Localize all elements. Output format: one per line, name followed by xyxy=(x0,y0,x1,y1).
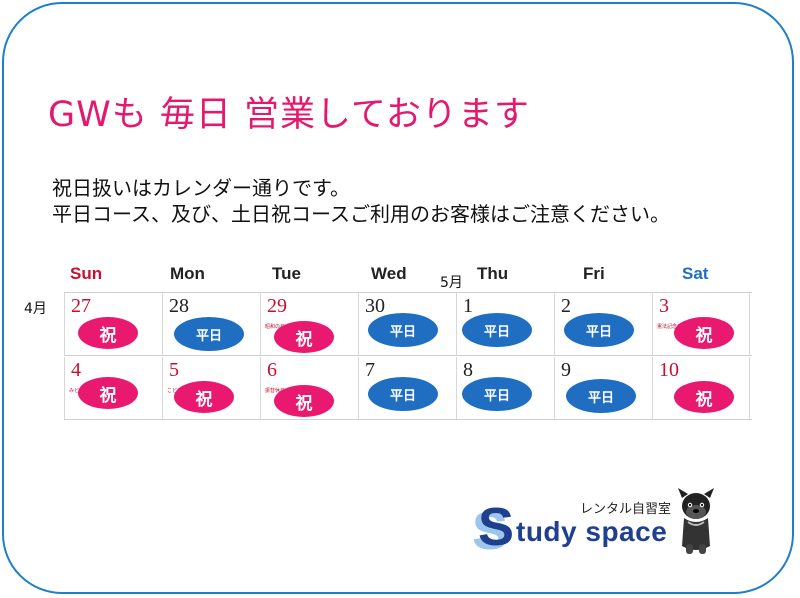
weekday-thu: Thu xyxy=(477,264,509,283)
calendar-day-cell: 29 昭和の日 xyxy=(260,293,358,355)
headline: GWも 毎日 営業しております xyxy=(48,95,530,135)
holiday-name: 昭和の日 xyxy=(265,324,286,330)
logo-wordmark: tudy space xyxy=(516,516,668,547)
calendar-day-cell: 28 xyxy=(162,293,260,355)
day-number: 28 xyxy=(169,295,189,317)
holiday-badge: 祝 xyxy=(674,317,734,349)
calendar-week-row: 4みどりの日祝5こどもの日祝6振替休日祝7平日8平日9平日10祝 xyxy=(64,357,752,420)
day-number: 8 xyxy=(463,359,473,381)
logo-tagline: レンタル自習室 xyxy=(580,502,672,517)
calendar-day-cell: 7 xyxy=(358,357,456,419)
holiday-badge: 祝 xyxy=(78,317,138,349)
weekday-sun: Sun xyxy=(70,264,103,283)
weekday-wed: Wed xyxy=(371,264,407,283)
day-number: 7 xyxy=(365,359,375,381)
holiday-badge: 祝 xyxy=(174,381,234,413)
calendar-week-row: 27 祝 28 平日 29 昭和の日祝 30 平日 1 平日 2 平日 3 憲法記念日祝 xyxy=(64,293,752,356)
holiday-badge: 祝 xyxy=(274,321,334,353)
weekday-badge: 平日 xyxy=(368,313,438,347)
month-label-april: 4月 xyxy=(24,301,47,317)
weekday-badge: 平日 xyxy=(564,313,634,347)
day-number: 10 xyxy=(659,359,679,381)
logo-letter-shadow: S xyxy=(472,501,509,561)
holiday-name: 振替休日 xyxy=(265,388,286,394)
day-number: 6 xyxy=(267,359,277,381)
weekday-badge: 平日 xyxy=(566,379,636,413)
calendar-day-cell: 6 振替休日 xyxy=(260,357,358,419)
calendar-day-cell: 27 xyxy=(64,293,162,355)
dog-mascot-icon xyxy=(678,488,714,554)
weekday-badge: 平日 xyxy=(462,313,532,347)
calendar-day-cell: 10 xyxy=(652,357,750,419)
day-number: 4 xyxy=(71,359,81,381)
day-number: 30 xyxy=(365,295,385,317)
calendar-day-cell: 30 xyxy=(358,293,456,355)
logo-letter: S xyxy=(478,497,515,557)
holiday-badge: 祝 xyxy=(78,377,138,409)
day-number: 2 xyxy=(561,295,571,317)
calendar-day-cell: 3 憲法記念日 xyxy=(652,293,750,355)
calendar-day-cell: 8 xyxy=(456,357,554,419)
day-number: 9 xyxy=(561,359,571,381)
day-number: 29 xyxy=(267,295,287,317)
holiday-badge: 祝 xyxy=(274,385,334,417)
weekday-tue: Tue xyxy=(272,264,301,283)
month-label-may: 5月 xyxy=(440,275,463,291)
weekday-badge: 平日 xyxy=(368,377,438,411)
weekday-fri: Fri xyxy=(583,264,605,283)
weekday-sat: Sat xyxy=(682,264,709,283)
weekday-badge: 平日 xyxy=(462,377,532,411)
day-number: 27 xyxy=(71,295,91,317)
day-number: 5 xyxy=(169,359,179,381)
day-number: 1 xyxy=(463,295,473,317)
calendar-day-cell: 2 xyxy=(554,293,652,355)
study-space-logo: S S レンタル自習室 tudy space xyxy=(472,490,726,560)
day-number: 3 xyxy=(659,295,669,317)
calendar-day-cell: 9 xyxy=(554,357,652,419)
weekday-badge: 平日 xyxy=(174,317,244,351)
calendar-day-cell: 1 xyxy=(456,293,554,355)
weekday-mon: Mon xyxy=(170,264,205,283)
notice-line-1: 祝日扱いはカレンダー通りです。 xyxy=(52,176,350,200)
holiday-name: 憲法記念日 xyxy=(657,324,683,330)
holiday-badge: 祝 xyxy=(674,381,734,413)
notice-line-2: 平日コース、及び、土日祝コースご利用のお客様はご注意ください。 xyxy=(52,202,670,226)
